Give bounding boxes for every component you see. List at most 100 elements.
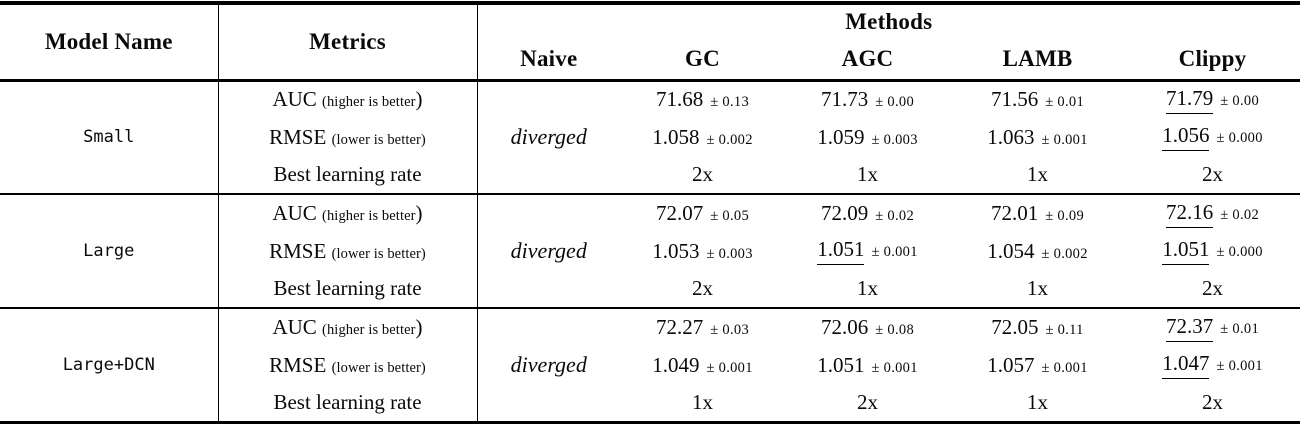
value-lamb: 71.56 ± 0.01 xyxy=(950,80,1125,118)
metric-note: (lower is better) xyxy=(331,131,426,148)
value-agc: 71.73 ± 0.00 xyxy=(785,80,950,118)
metric-value: 1.053 xyxy=(652,238,700,263)
value-clippy: 72.16 ± 0.02 xyxy=(1125,194,1300,232)
metric-stderr: ± 0.001 xyxy=(871,359,918,376)
metric-value-best: 1.047 xyxy=(1162,351,1210,379)
metric-value: 1.051 xyxy=(817,352,865,377)
metric-note-paren: ) xyxy=(415,87,423,112)
value-clippy: 2x xyxy=(1202,162,1223,186)
metric-value-best: 1.051 xyxy=(1162,237,1210,265)
model-name-cell: Large+DCN xyxy=(0,308,219,422)
metric-name: AUC xyxy=(272,201,317,225)
metric-stderr: ± 0.003 xyxy=(871,131,918,148)
metric-note: (lower is better) xyxy=(331,359,426,376)
metric-label-lr: Best learning rate xyxy=(218,270,478,308)
value-clippy: 72.37 ± 0.01 xyxy=(1125,308,1300,346)
metric-stderr: ± 0.002 xyxy=(1041,245,1088,262)
value-clippy: 2x xyxy=(1202,389,1223,414)
metric-label-auc: AUC (higher is better) xyxy=(218,80,478,118)
value-gc: 2x xyxy=(692,276,713,300)
table-row: Small AUC (higher is better) diverged 71… xyxy=(0,80,1300,194)
table-row: RMSE (lower is better) 1.049 ± 0.001 1.05… xyxy=(0,346,1300,384)
metric-note: (higher is better xyxy=(322,208,416,224)
metric-label-lr: Best learning rate xyxy=(218,384,478,422)
metric-stderr: ± 0.001 xyxy=(871,244,918,260)
metric-stderr: ± 0.001 xyxy=(1041,131,1088,148)
metric-value: 1.054 xyxy=(987,238,1035,263)
metric-stderr: ± 0.09 xyxy=(1045,208,1084,224)
metric-stderr: ± 0.11 xyxy=(1045,322,1084,338)
metric-stderr: ± 0.00 xyxy=(1220,92,1260,109)
header-agc: AGC xyxy=(841,45,894,71)
metric-value: 1.057 xyxy=(987,352,1035,377)
value-gc: 1.053 ± 0.003 xyxy=(620,232,785,270)
metric-value: 1.063 xyxy=(987,124,1035,149)
value-agc: 1x xyxy=(857,276,878,300)
value-gc: 1x xyxy=(692,389,713,414)
value-agc: 2x xyxy=(857,389,878,414)
metric-label-rmse: RMSE (lower is better) xyxy=(218,232,478,270)
value-gc: 72.27 ± 0.03 xyxy=(620,308,785,346)
metric-stderr: ± 0.001 xyxy=(706,359,753,376)
metric-value: 1.049 xyxy=(652,352,700,377)
metric-value: 72.07 xyxy=(655,201,704,225)
header-methods-group: Methods xyxy=(845,9,933,34)
metric-value: 72.09 xyxy=(820,201,869,225)
group-large-dcn: Large+DCN AUC (higher is better) diverge… xyxy=(0,308,1300,422)
metric-stderr: ± 0.05 xyxy=(710,208,749,224)
value-lamb: 1.054 ± 0.002 xyxy=(950,232,1125,270)
metric-note: (higher is better xyxy=(322,322,416,338)
value-agc: 72.09 ± 0.02 xyxy=(785,194,950,232)
metric-note-paren: ) xyxy=(415,201,423,225)
value-clippy: 1.047 ± 0.001 xyxy=(1125,346,1300,384)
metric-name: RMSE xyxy=(269,238,327,263)
metric-label-rmse: RMSE (lower is better) xyxy=(218,346,478,384)
metric-value: 72.01 xyxy=(990,201,1039,225)
value-clippy: 1.056 ± 0.000 xyxy=(1125,118,1300,156)
header-metrics: Metrics xyxy=(218,3,478,80)
metric-stderr: ± 0.02 xyxy=(875,208,914,224)
value-lamb: 72.01 ± 0.09 xyxy=(950,194,1125,232)
value-gc: 1.058 ± 0.002 xyxy=(620,118,785,156)
header-lamb: LAMB xyxy=(1002,45,1073,71)
metric-stderr: ± 0.01 xyxy=(1045,94,1084,111)
metric-name: AUC xyxy=(272,315,317,339)
value-gc: 71.68 ± 0.13 xyxy=(620,80,785,118)
metric-value-best: 72.16 xyxy=(1166,200,1214,228)
metric-label-rmse: RMSE (lower is better) xyxy=(218,118,478,156)
value-lamb: 1x xyxy=(1027,389,1048,414)
value-agc: 1.051 ± 0.001 xyxy=(785,346,950,384)
naive-status-cell: diverged xyxy=(510,124,587,150)
metric-name: RMSE xyxy=(269,124,327,149)
metric-stderr: ± 0.001 xyxy=(1041,359,1088,376)
metric-label-auc: AUC (higher is better) xyxy=(218,308,478,346)
metric-value: 71.73 xyxy=(820,87,869,112)
metric-value-best: 71.79 xyxy=(1166,86,1214,114)
header-clippy: Clippy xyxy=(1178,45,1247,71)
value-agc: 72.06 ± 0.08 xyxy=(785,308,950,346)
metric-value: 1.059 xyxy=(817,124,865,149)
metric-value: 72.05 xyxy=(991,315,1039,339)
metric-value-best: 1.056 xyxy=(1162,123,1210,151)
header-naive: Naive xyxy=(520,45,578,71)
value-clippy: 2x xyxy=(1202,276,1223,300)
metric-stderr: ± 0.000 xyxy=(1216,244,1263,260)
metric-note: (higher is better xyxy=(322,94,416,111)
metric-value: 1.058 xyxy=(652,124,700,149)
model-name-cell: Small xyxy=(0,80,219,194)
metric-name: AUC xyxy=(272,87,317,112)
metric-note-paren: ) xyxy=(415,315,423,339)
metric-stderr: ± 0.13 xyxy=(710,94,749,111)
metric-value-best: 72.37 xyxy=(1166,314,1214,342)
group-large: Large AUC (higher is better) diverged 72… xyxy=(0,194,1300,308)
metric-stderr: ± 0.002 xyxy=(706,131,753,148)
table-row: RMSE (lower is better) 1.053 ± 0.003 1.05… xyxy=(0,232,1300,270)
model-name-cell: Large xyxy=(0,194,219,308)
value-clippy: 1.051 ± 0.000 xyxy=(1125,232,1300,270)
table-row: Large+DCN AUC (higher is better) diverge… xyxy=(0,308,1300,422)
table-header: Model Name Metrics Methods Naive GC AGC … xyxy=(0,3,1300,80)
value-clippy: 71.79 ± 0.00 xyxy=(1125,80,1300,118)
naive-status-cell: diverged xyxy=(510,351,587,377)
